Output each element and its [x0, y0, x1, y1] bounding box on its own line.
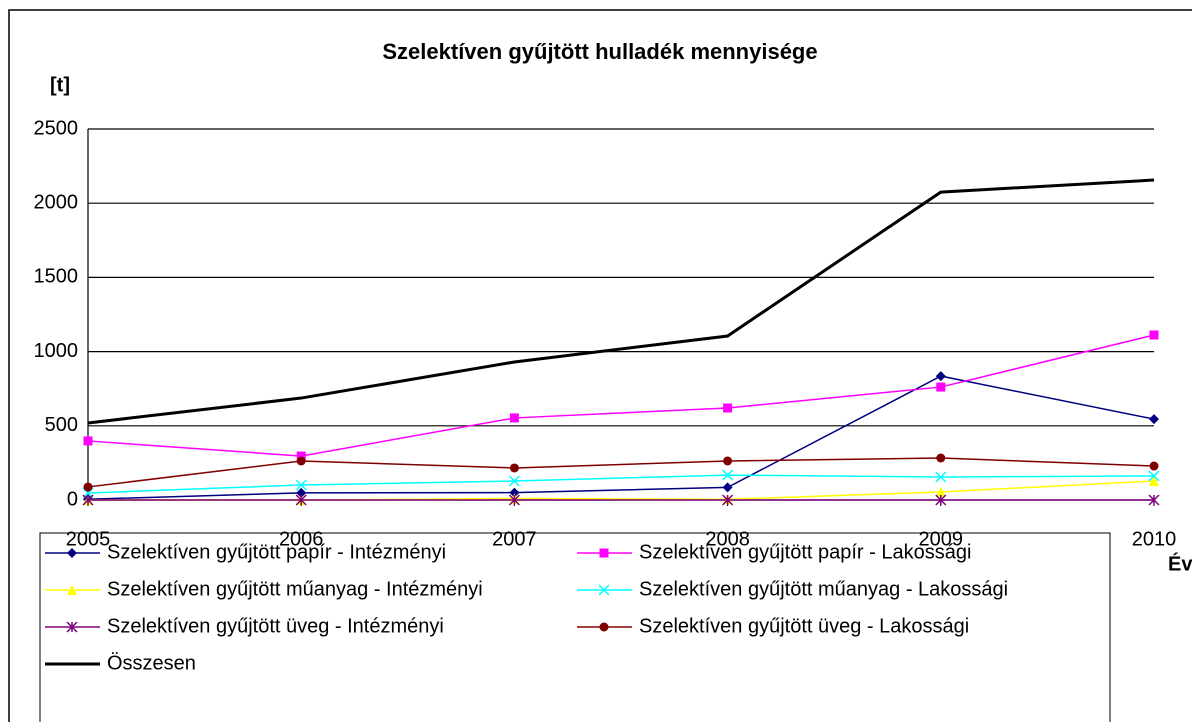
x-tick-label: 2005: [66, 528, 111, 550]
legend-label: Szelektíven gyűjtött üveg - Intézményi: [107, 615, 444, 637]
y-axis-label: [t]: [50, 74, 70, 96]
y-tick-label: 1000: [34, 340, 79, 362]
marker: [936, 382, 946, 392]
marker: [296, 487, 307, 498]
legend-label: Szelektíven gyűjtött papír - Intézményi: [107, 541, 446, 563]
marker: [509, 413, 519, 423]
marker: [296, 451, 306, 461]
x-tick-label: 2006: [279, 528, 324, 550]
legend: [39, 532, 1111, 722]
marker: [935, 494, 947, 506]
x-tick-label: 2008: [705, 528, 750, 550]
marker: [936, 453, 946, 463]
y-tick-label: 2000: [34, 191, 79, 213]
series-line: [87, 334, 1155, 457]
marker: [1149, 461, 1159, 471]
marker: [723, 403, 733, 413]
legend-label: Szelektíven gyűjtött műanyag - Intézmény…: [107, 578, 483, 600]
marker: [935, 471, 947, 483]
marker: [1149, 476, 1159, 487]
marker: [82, 494, 94, 506]
x-tick-label: 2010: [1132, 528, 1177, 550]
legend-marker: [66, 621, 78, 633]
marker: [1149, 330, 1159, 340]
legend-label: Szelektíven gyűjtött üveg - Lakossági: [639, 615, 969, 637]
series-line: [87, 474, 1155, 494]
x-tick-label: 2009: [919, 528, 964, 550]
y-tick-label: 1500: [34, 266, 79, 288]
series-line: [87, 375, 1155, 501]
legend-label: Szelektíven gyűjtött papír - Lakossági: [639, 541, 971, 563]
x-tick-label: 2007: [492, 528, 537, 550]
marker: [509, 463, 519, 473]
marker: [296, 456, 306, 466]
marker: [722, 469, 734, 481]
legend-label: Szelektíven gyűjtött műanyag - Lakossági: [639, 578, 1008, 600]
marker: [1148, 494, 1160, 506]
marker: [83, 436, 93, 446]
marker: [722, 494, 734, 506]
legend-label: Összesen: [107, 652, 196, 674]
marker: [509, 487, 520, 498]
legend-marker: [599, 622, 609, 632]
series-line: [87, 457, 1155, 488]
marker: [1148, 470, 1160, 482]
y-tick-label: 2500: [34, 117, 79, 139]
marker: [508, 494, 520, 506]
marker: [722, 482, 733, 493]
legend-marker: [67, 548, 77, 558]
marker: [508, 475, 520, 487]
marker: [295, 494, 307, 506]
marker: [83, 482, 93, 492]
legend-marker: [598, 584, 610, 596]
chart-title: Szelektíven gyűjtött hulladék mennyisége: [382, 39, 817, 64]
legend-marker: [67, 585, 77, 595]
legend-marker: [599, 548, 609, 558]
marker: [935, 371, 946, 382]
series-line: [87, 178, 1155, 425]
y-tick-label: 0: [67, 488, 78, 510]
marker: [935, 486, 946, 497]
y-tick-label: 500: [45, 414, 78, 436]
marker: [1149, 414, 1159, 425]
marker: [723, 456, 733, 466]
x-axis-label: Év: [1168, 552, 1192, 575]
marker: [295, 479, 307, 491]
